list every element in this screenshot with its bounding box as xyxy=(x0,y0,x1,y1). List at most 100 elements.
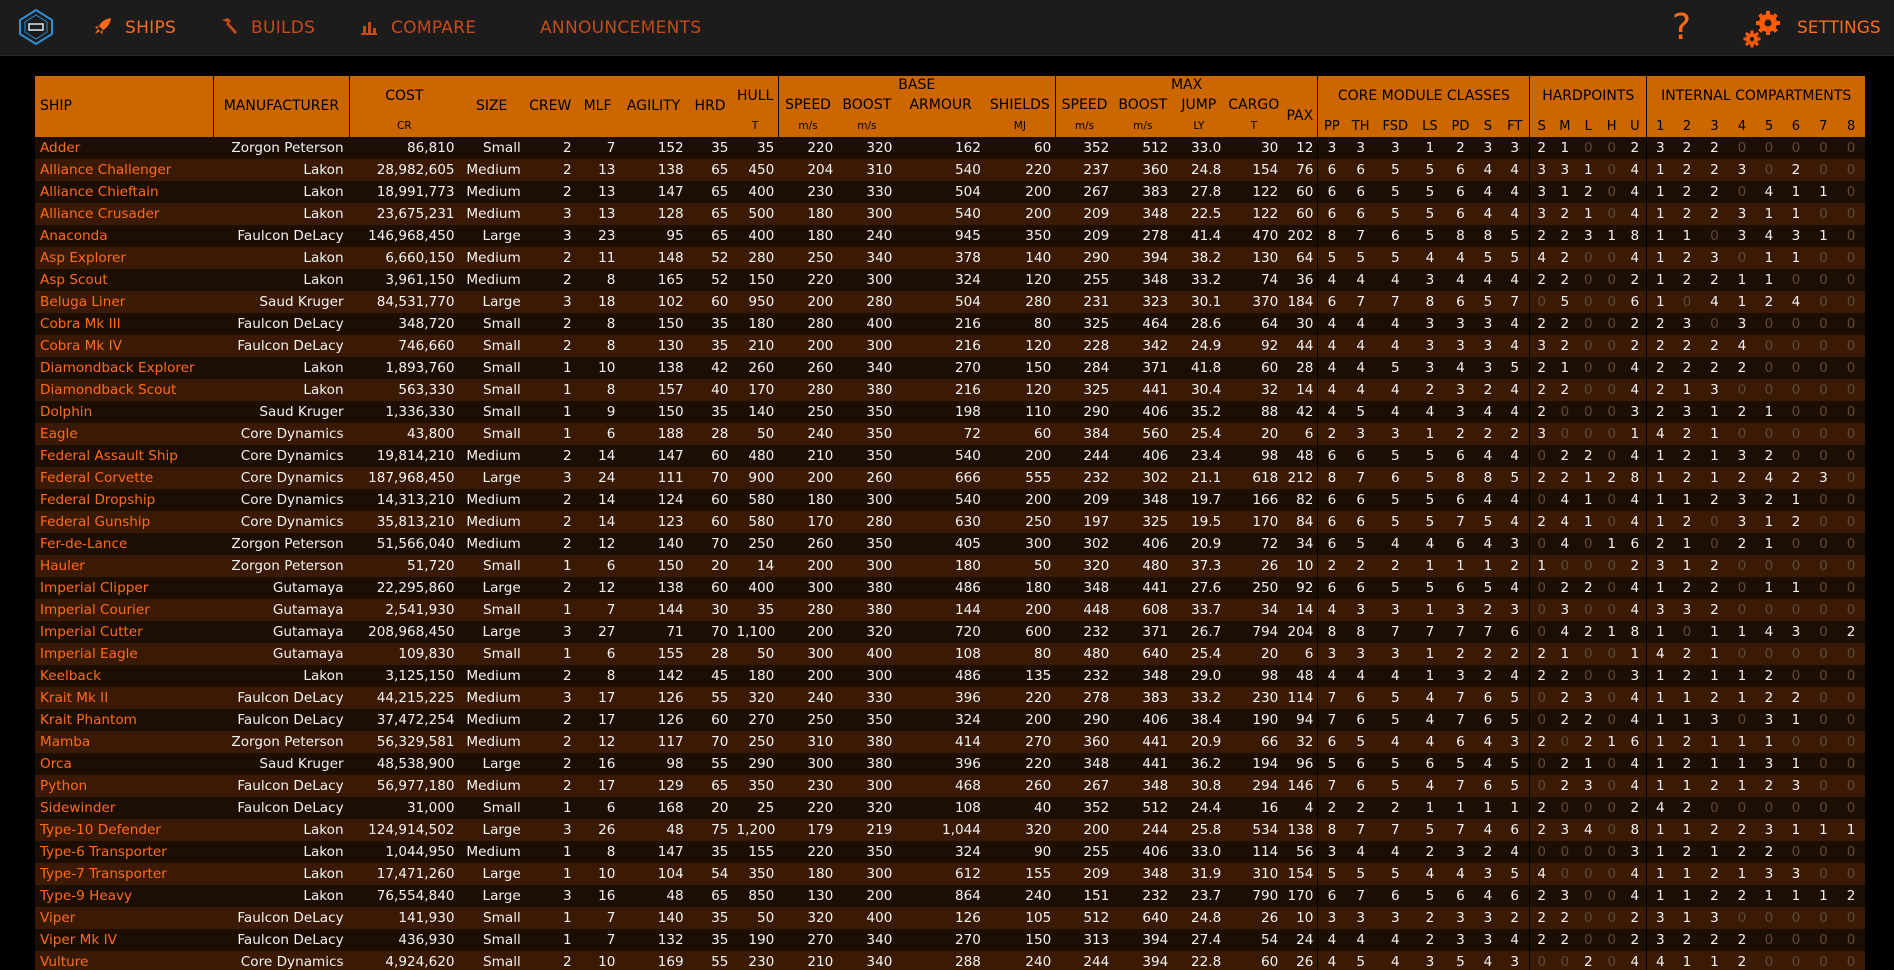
col-pax[interactable]: PAX xyxy=(1282,95,1319,137)
col-cargo[interactable]: CARGO xyxy=(1225,95,1283,116)
ship-name-link[interactable]: Beluga Liner xyxy=(35,291,214,313)
table-row[interactable]: Alliance Crusader Lakon 23,675,231 Medium 3 1… xyxy=(35,203,1865,225)
table-row[interactable]: Adder Zorgon Peterson 86,810 Small 2 7 152 35 35… xyxy=(35,137,1865,159)
ship-name-link[interactable]: Federal Assault Ship xyxy=(35,445,214,467)
col-hull[interactable]: HULL xyxy=(732,76,779,116)
col-manufacturer[interactable]: MANUFACTURER xyxy=(213,76,351,137)
ship-name-link[interactable]: Adder xyxy=(35,137,214,159)
table-row[interactable]: Type-6 Transporter Lakon 1,044,950 Medium 1 8… xyxy=(35,841,1865,863)
col-ship[interactable]: SHIP xyxy=(35,76,214,137)
ship-name-link[interactable]: Alliance Chieftain xyxy=(35,181,214,203)
ship-name-link[interactable]: Krait Phantom xyxy=(35,709,214,731)
int_cols-5[interactable]: 5 xyxy=(1755,116,1783,137)
core_cols-pd[interactable]: PD xyxy=(1445,116,1476,137)
col-size[interactable]: SIZE xyxy=(458,76,525,137)
ship-name-link[interactable]: Hauler xyxy=(35,555,214,577)
core_cols-ls[interactable]: LS xyxy=(1414,116,1446,137)
ship-name-link[interactable]: Federal Corvette xyxy=(35,467,214,489)
col-armour[interactable]: ARMOUR xyxy=(896,95,985,116)
table-row[interactable]: Cobra Mk III Faulcon DeLacy 348,720 Small 2 8… xyxy=(35,313,1865,335)
table-row[interactable]: Mamba Zorgon Peterson 56,329,581 Medium 2 12 1… xyxy=(35,731,1865,753)
hp_cols-l[interactable]: L xyxy=(1576,116,1600,137)
hp_cols-u[interactable]: U xyxy=(1623,116,1648,137)
table-row[interactable]: Viper Faulcon DeLacy 141,930 Small 1 7 140 35 50… xyxy=(35,907,1865,929)
ship-name-link[interactable]: Alliance Crusader xyxy=(35,203,214,225)
core_cols-fsd[interactable]: FSD xyxy=(1375,116,1415,137)
nav-compare[interactable]: COMPARE xyxy=(359,16,476,40)
nav-announcements[interactable]: ANNOUNCEMENTS xyxy=(540,16,701,40)
ship-name-link[interactable]: Cobra Mk IV xyxy=(35,335,214,357)
ship-name-link[interactable]: Diamondback Explorer xyxy=(35,357,214,379)
table-row[interactable]: Krait Phantom Faulcon DeLacy 37,472,254 Med… xyxy=(35,709,1865,731)
table-row[interactable]: Type-9 Heavy Lakon 76,554,840 Large 3 16 48 65 8… xyxy=(35,885,1865,907)
ship-name-link[interactable]: Anaconda xyxy=(35,225,214,247)
table-row[interactable]: Hauler Zorgon Peterson 51,720 Small 1 6 150 20 1… xyxy=(35,555,1865,577)
table-row[interactable]: Imperial Clipper Gutamaya 22,295,860 Large 2… xyxy=(35,577,1865,599)
ship-name-link[interactable]: Diamondback Scout xyxy=(35,379,214,401)
col-base-boost[interactable]: BOOST xyxy=(837,95,897,116)
col-shields[interactable]: SHIELDS xyxy=(984,95,1056,116)
ship-name-link[interactable]: Type-10 Defender xyxy=(35,819,214,841)
ship-name-link[interactable]: Krait Mk II xyxy=(35,687,214,709)
hp_cols-m[interactable]: M xyxy=(1553,116,1577,137)
col-max-boost[interactable]: BOOST xyxy=(1113,95,1173,116)
ship-name-link[interactable]: Asp Scout xyxy=(35,269,214,291)
table-row[interactable]: Type-10 Defender Lakon 124,914,502 Large 3 26… xyxy=(35,819,1865,841)
ship-name-link[interactable]: Imperial Cutter xyxy=(35,621,214,643)
table-row[interactable]: Diamondback Scout Lakon 563,330 Small 1 8 157 4… xyxy=(35,379,1865,401)
ship-name-link[interactable]: Sidewinder xyxy=(35,797,214,819)
ship-name-link[interactable]: Viper Mk IV xyxy=(35,929,214,951)
int_cols-6[interactable]: 6 xyxy=(1782,116,1810,137)
table-row[interactable]: Asp Explorer Lakon 6,660,150 Medium 2 11 148 52… xyxy=(35,247,1865,269)
ship-name-link[interactable]: Imperial Eagle xyxy=(35,643,214,665)
help-icon[interactable]: ? xyxy=(1672,7,1692,48)
ship-name-link[interactable]: Asp Explorer xyxy=(35,247,214,269)
table-row[interactable]: Beluga Liner Saud Kruger 84,531,770 Large 3 1… xyxy=(35,291,1865,313)
ship-name-link[interactable]: Viper xyxy=(35,907,214,929)
ship-name-link[interactable]: Federal Dropship xyxy=(35,489,214,511)
col-jump[interactable]: JUMP xyxy=(1172,95,1226,116)
table-row[interactable]: Federal Corvette Core Dynamics 187,968,450… xyxy=(35,467,1865,489)
table-row[interactable]: Krait Mk II Faulcon DeLacy 44,215,225 Mediu… xyxy=(35,687,1865,709)
table-row[interactable]: Python Faulcon DeLacy 56,977,180 Medium 2 17 1… xyxy=(35,775,1865,797)
ship-name-link[interactable]: Python xyxy=(35,775,214,797)
ship-name-link[interactable]: Eagle xyxy=(35,423,214,445)
ship-name-link[interactable]: Imperial Courier xyxy=(35,599,214,621)
ship-name-link[interactable]: Dolphin xyxy=(35,401,214,423)
core_cols-pp[interactable]: PP xyxy=(1317,116,1346,137)
table-row[interactable]: Federal Gunship Core Dynamics 35,813,210 Me… xyxy=(35,511,1865,533)
table-row[interactable]: Imperial Courier Gutamaya 2,541,930 Small 1 7… xyxy=(35,599,1865,621)
ship-name-link[interactable]: Vulture xyxy=(35,951,214,970)
ship-name-link[interactable]: Type-7 Transporter xyxy=(35,863,214,885)
table-row[interactable]: Alliance Challenger Lakon 28,982,605 Medium… xyxy=(35,159,1865,181)
elite-logo-icon[interactable] xyxy=(18,9,54,45)
table-row[interactable]: Cobra Mk IV Faulcon DeLacy 746,660 Small 2 8 1… xyxy=(35,335,1865,357)
table-row[interactable]: Federal Assault Ship Core Dynamics 19,814,… xyxy=(35,445,1865,467)
table-row[interactable]: Anaconda Faulcon DeLacy 146,968,450 Large 3 2… xyxy=(35,225,1865,247)
table-row[interactable]: Asp Scout Lakon 3,961,150 Medium 2 8 165 52 150 2… xyxy=(35,269,1865,291)
table-row[interactable]: Federal Dropship Core Dynamics 14,313,210 M… xyxy=(35,489,1865,511)
table-row[interactable]: Eagle Core Dynamics 43,800 Small 1 6 188 28 50 24… xyxy=(35,423,1865,445)
col-agility[interactable]: AGILITY xyxy=(619,76,688,137)
int_cols-1[interactable]: 1 xyxy=(1646,116,1674,137)
gears-icon[interactable] xyxy=(1742,9,1782,49)
table-row[interactable]: Vulture Core Dynamics 4,924,620 Small 2 10 169… xyxy=(35,951,1865,970)
core_cols-s[interactable]: S xyxy=(1475,116,1501,137)
ship-name-link[interactable]: Fer-de-Lance xyxy=(35,533,214,555)
col-crew[interactable]: CREW xyxy=(524,76,576,137)
col-cost[interactable]: COST xyxy=(349,76,459,116)
table-row[interactable]: Keelback Lakon 3,125,150 Medium 2 8 142 45 180 20… xyxy=(35,665,1865,687)
ship-name-link[interactable]: Imperial Clipper xyxy=(35,577,214,599)
nav-builds[interactable]: BUILDS xyxy=(219,16,315,40)
col-hrd[interactable]: HRD xyxy=(687,76,733,137)
table-row[interactable]: Sidewinder Faulcon DeLacy 31,000 Small 1 6 168… xyxy=(35,797,1865,819)
col-mlf[interactable]: MLF xyxy=(575,76,620,137)
table-row[interactable]: Imperial Eagle Gutamaya 109,830 Small 1 6 155 2… xyxy=(35,643,1865,665)
table-row[interactable]: Imperial Cutter Gutamaya 208,968,450 Large 3… xyxy=(35,621,1865,643)
int_cols-7[interactable]: 7 xyxy=(1809,116,1838,137)
table-row[interactable]: Type-7 Transporter Lakon 17,471,260 Large 1 1… xyxy=(35,863,1865,885)
ship-name-link[interactable]: Keelback xyxy=(35,665,214,687)
int_cols-8[interactable]: 8 xyxy=(1837,116,1865,137)
core_cols-ft[interactable]: FT xyxy=(1500,116,1531,137)
int_cols-3[interactable]: 3 xyxy=(1700,116,1729,137)
